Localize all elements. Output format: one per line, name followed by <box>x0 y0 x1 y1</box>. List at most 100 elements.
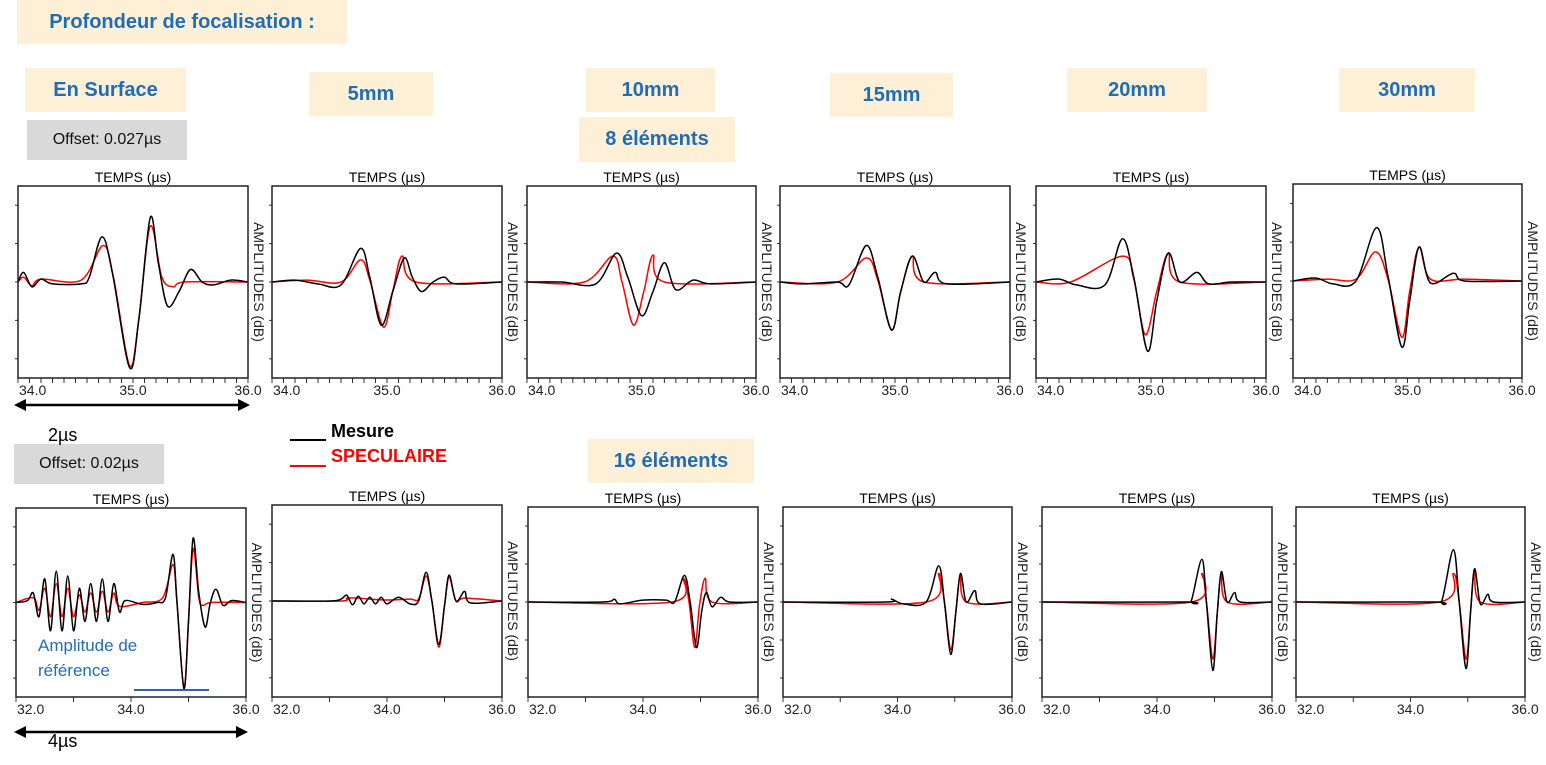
series-mesure <box>271 571 503 645</box>
series-mesure <box>782 565 1013 656</box>
series-speculaire <box>1295 568 1526 660</box>
series-mesure <box>527 574 759 649</box>
span-arrow-row1 <box>14 399 326 738</box>
plot-frame <box>1292 183 1523 379</box>
plot-frame <box>271 185 503 379</box>
legend-speculaire: SPECULAIRE <box>331 446 448 466</box>
chart-1-15mm: TEMPS (µs) AMPLITUDES (dB) 34.0 35.0 36.0 <box>777 169 1029 398</box>
plot-frame <box>526 185 757 379</box>
chart-1-10mm: TEMPS (µs) AMPLITUDES (dB) 34.0 35.0 36.0 <box>524 169 775 398</box>
chart-ylabel: AMPLITUDES (dB) <box>759 222 775 342</box>
chart-title: TEMPS (µs) <box>603 169 680 185</box>
depth-label-20mm: 20mm <box>1067 68 1207 112</box>
chart-2-5mm: TEMPS (µs) AMPLITUDES (dB) 32.0 34.0 36.0 <box>269 488 521 717</box>
offset-row2: Offset: 0.02µs <box>14 444 164 484</box>
chart-1-en-surface: TEMPS (µs) AMPLITUDES (dB) 34.0 35.0 36.0 <box>15 169 267 398</box>
x-tick-label: 36.0 <box>1258 701 1285 717</box>
series-speculaire <box>17 225 249 368</box>
x-tick-label: 35.0 <box>628 382 655 398</box>
x-tick-label: 35.0 <box>881 382 908 398</box>
plot-frame <box>271 504 503 698</box>
x-tick-label: 36.0 <box>488 701 515 717</box>
x-tick-label: 36.0 <box>996 382 1023 398</box>
x-tick-label: 32.0 <box>784 701 811 717</box>
chart-1-20mm: TEMPS (µs) AMPLITUDES (dB) 34.0 35.0 36.0 <box>1033 169 1285 398</box>
chart-title: TEMPS (µs) <box>95 169 172 185</box>
series-mesure <box>15 537 247 690</box>
chart-title: TEMPS (µs) <box>1369 167 1446 183</box>
chart-ylabel: AMPLITUDES (dB) <box>1275 542 1291 662</box>
series-speculaire <box>526 254 757 326</box>
chart-ylabel: AMPLITUDES (dB) <box>251 222 267 342</box>
x-tick-label: 34.0 <box>1397 701 1424 717</box>
series-speculaire <box>782 572 1013 651</box>
series-mesure <box>17 215 249 370</box>
series-mesure <box>271 247 503 326</box>
chart-ylabel: AMPLITUDES (dB) <box>1269 222 1285 342</box>
span-label-row1: 2µs <box>48 425 78 445</box>
plot-frame <box>782 506 1013 698</box>
x-tick-label: 34.0 <box>781 382 808 398</box>
x-tick-label: 35.0 <box>373 382 400 398</box>
span-label-row2: 4µs <box>48 731 78 751</box>
series-mesure <box>526 252 757 317</box>
series-mesure <box>1041 558 1273 672</box>
chart-title: TEMPS (µs) <box>349 488 426 504</box>
x-tick-label: 36.0 <box>998 701 1025 717</box>
chart-ylabel: AMPLITUDES (dB) <box>1528 542 1544 662</box>
series-speculaire <box>271 255 503 328</box>
x-tick-label: 35.0 <box>119 382 146 398</box>
chart-title: TEMPS (µs) <box>1372 490 1449 506</box>
chart-ylabel: AMPLITUDES (dB) <box>505 541 521 661</box>
x-tick-label: 32.0 <box>17 701 44 717</box>
series-mesure <box>1292 226 1523 348</box>
plot-frame <box>1295 506 1526 698</box>
annotation-reference-1: Amplitude de <box>38 636 138 655</box>
x-tick-label: 36.0 <box>1252 382 1279 398</box>
depth-label-10mm: 10mm <box>586 68 715 112</box>
plot-frame <box>1041 506 1273 698</box>
x-tick-label: 36.0 <box>488 382 515 398</box>
x-tick-label: 36.0 <box>744 701 771 717</box>
x-tick-label: 34.0 <box>884 701 911 717</box>
series-speculaire <box>1041 570 1273 660</box>
series-mesure <box>1035 238 1267 352</box>
offset-row1: Offset: 0.027µs <box>27 120 187 160</box>
x-tick-label: 34.0 <box>373 701 400 717</box>
header-title: Profondeur de focalisation : <box>17 0 347 44</box>
plot-frame <box>15 507 247 698</box>
series-speculaire <box>779 255 1011 331</box>
x-tick-label: 34.0 <box>1294 382 1321 398</box>
depth-label-30mm: 30mm <box>1339 68 1475 112</box>
chart-ylabel: AMPLITUDES (dB) <box>505 222 521 342</box>
chart-2-10mm: TEMPS (µs) AMPLITUDES (dB) 32.0 34.0 36.0 <box>525 490 777 717</box>
x-tick-label: 36.0 <box>234 382 261 398</box>
x-tick-label: 34.0 <box>273 382 300 398</box>
chart-2-30mm: TEMPS (µs) AMPLITUDES (dB) 32.0 34.0 36.0 <box>1293 490 1544 717</box>
plot-frame <box>17 185 249 379</box>
group-label-16-elements: 16 éléments <box>588 439 754 483</box>
chart-1-5mm: TEMPS (µs) AMPLITUDES (dB) 34.0 35.0 36.0 <box>269 169 521 398</box>
x-tick-label: 36.0 <box>742 382 769 398</box>
chart-title: TEMPS (µs) <box>349 169 426 185</box>
x-tick-label: 36.0 <box>1508 382 1535 398</box>
series-mesure <box>1295 548 1526 670</box>
chart-title: TEMPS (µs) <box>859 490 936 506</box>
x-tick-label: 34.0 <box>117 701 144 717</box>
legend-mesure: Mesure <box>331 421 395 441</box>
x-tick-label: 34.0 <box>1037 382 1064 398</box>
series-speculaire <box>1035 252 1267 336</box>
x-tick-label: 35.0 <box>1394 382 1421 398</box>
chart-title: TEMPS (µs) <box>605 490 682 506</box>
plot-frame <box>1035 185 1267 379</box>
chart-ylabel: AMPLITUDES (dB) <box>249 543 265 663</box>
x-tick-label: 36.0 <box>1511 701 1538 717</box>
plot-frame <box>779 185 1011 379</box>
chart-title: TEMPS (µs) <box>1119 490 1196 506</box>
chart-ylabel: AMPLITUDES (dB) <box>1013 222 1029 342</box>
chart-1-30mm: TEMPS (µs) AMPLITUDES (dB) 34.0 35.0 36.0 <box>1290 167 1541 398</box>
chart-2-20mm: TEMPS (µs) AMPLITUDES (dB) 32.0 34.0 36.0 <box>1039 490 1291 717</box>
x-tick-label: 32.0 <box>1297 701 1324 717</box>
chart-ylabel: AMPLITUDES (dB) <box>1525 221 1541 341</box>
x-tick-label: 34.0 <box>629 701 656 717</box>
